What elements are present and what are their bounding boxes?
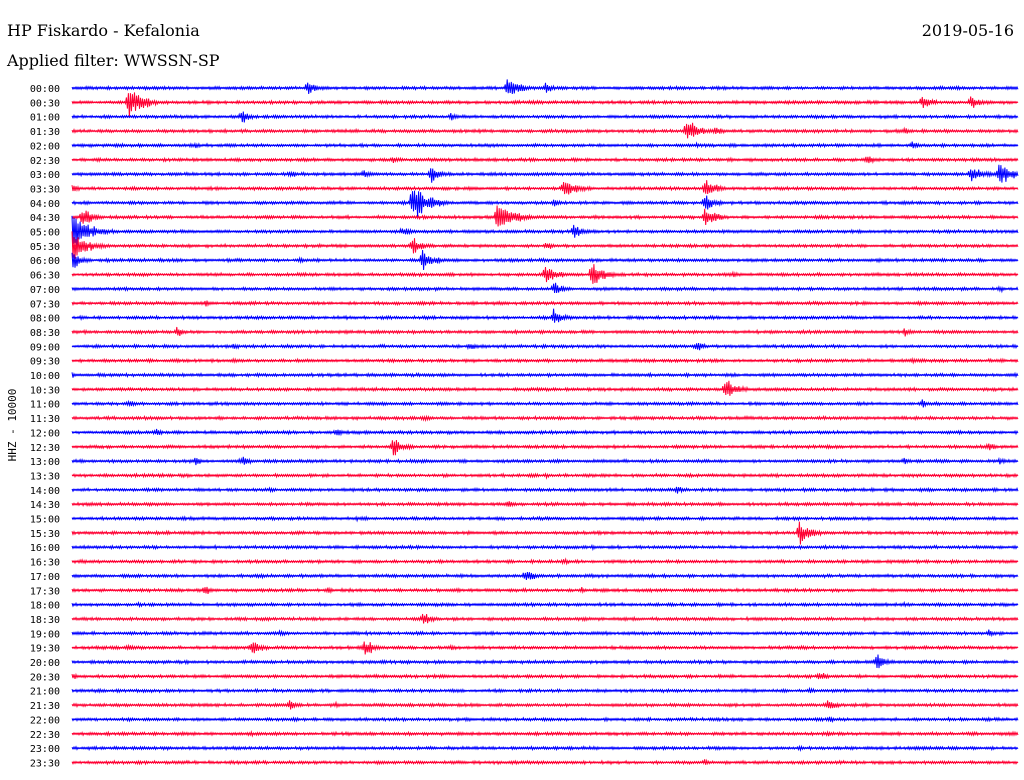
trace-line — [71, 380, 1019, 396]
time-label: 08:30 — [30, 328, 60, 339]
trace-line — [71, 308, 1019, 323]
time-label: 00:30 — [30, 98, 60, 109]
trace-line — [71, 439, 1019, 456]
time-label: 18:00 — [30, 601, 60, 612]
time-label: 08:00 — [30, 314, 60, 325]
time-label: 09:30 — [30, 357, 60, 368]
time-label: 03:00 — [30, 170, 60, 181]
time-label: 18:30 — [30, 615, 60, 626]
time-label: 12:30 — [30, 443, 60, 454]
trace-line — [71, 180, 1019, 195]
time-label: 05:00 — [30, 228, 60, 239]
trace-line — [71, 654, 1019, 669]
time-label: 11:00 — [30, 400, 60, 411]
time-label: 14:00 — [30, 486, 60, 497]
time-label: 16:30 — [30, 558, 60, 569]
time-label: 19:30 — [30, 644, 60, 655]
time-label: 19:00 — [30, 629, 60, 640]
time-label: 15:30 — [30, 529, 60, 540]
time-label: 06:00 — [30, 256, 60, 267]
time-label: 22:00 — [30, 715, 60, 726]
date-label: 2019-05-16 — [921, 21, 1014, 40]
time-label: 20:30 — [30, 672, 60, 683]
time-label: 03:30 — [30, 184, 60, 195]
trace-line — [71, 79, 1019, 94]
trace-line — [71, 629, 1019, 638]
time-label: 10:00 — [30, 371, 60, 382]
time-label: 11:30 — [30, 414, 60, 425]
trace-line — [71, 205, 1019, 227]
time-label: 16:00 — [30, 543, 60, 554]
filter-label: Applied filter: WWSSN-SP — [7, 51, 220, 70]
time-label: 22:30 — [30, 730, 60, 741]
time-label: 07:30 — [30, 299, 60, 310]
time-label: 21:30 — [30, 701, 60, 712]
time-label: 17:30 — [30, 586, 60, 597]
trace-line — [71, 231, 1019, 259]
time-label: 07:00 — [30, 285, 60, 296]
trace-line — [71, 190, 1019, 218]
time-label: 15:00 — [30, 515, 60, 526]
time-label: 17:00 — [30, 572, 60, 583]
channel-label: HHZ - 10000 — [6, 389, 19, 462]
time-label: 23:00 — [30, 744, 60, 755]
time-label: 20:00 — [30, 658, 60, 669]
time-label: 00:00 — [30, 84, 60, 95]
time-label: 09:00 — [30, 342, 60, 353]
time-label: 12:00 — [30, 428, 60, 439]
time-label: 23:30 — [30, 758, 60, 769]
time-label: 02:00 — [30, 141, 60, 152]
trace-line — [71, 282, 1019, 294]
time-label: 01:00 — [30, 113, 60, 124]
time-label: 14:30 — [30, 500, 60, 511]
time-label: 01:30 — [30, 127, 60, 138]
time-label: 04:00 — [30, 199, 60, 210]
time-label: 21:00 — [30, 687, 60, 698]
time-label: 13:30 — [30, 471, 60, 482]
time-label: 06:30 — [30, 271, 60, 282]
time-label: 05:30 — [30, 242, 60, 253]
trace-line — [71, 215, 1019, 246]
station-title: HP Fiskardo - Kefalonia — [7, 21, 200, 40]
time-label: 10:30 — [30, 385, 60, 396]
trace-line — [71, 92, 1019, 118]
time-label: 02:30 — [30, 156, 60, 167]
time-label: 04:30 — [30, 213, 60, 224]
time-label: 13:00 — [30, 457, 60, 468]
